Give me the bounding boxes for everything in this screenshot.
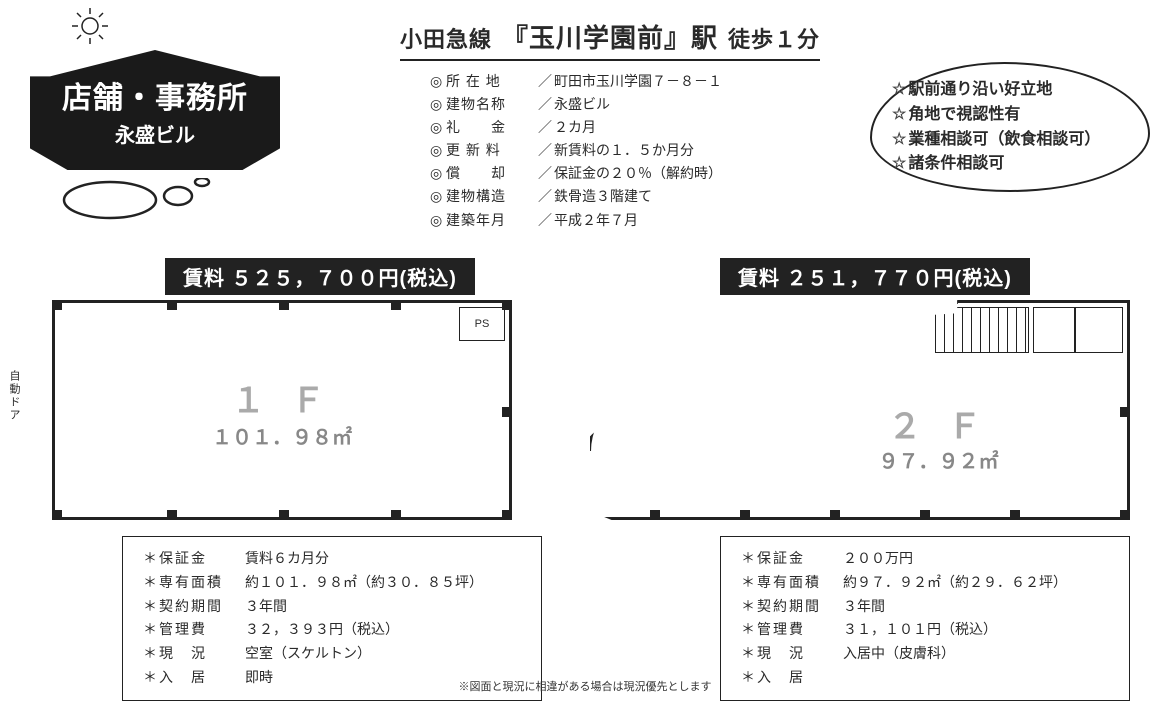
floor-label-2f: ２ Ｆ (750, 399, 1127, 448)
footnote: ※図面と現況に相違がある場合は現況優先とします (0, 678, 1170, 694)
unit-2f-panel: UP ２ Ｆ ９７．９２㎡ ＊保証金２００万円＊専有面積約９７．９２㎡（約２９．… (580, 300, 1150, 701)
detail-row: ＊契約期間３年間 (741, 595, 1113, 619)
detail-row: ＊専有面積約１０１．９８㎡（約３０．８５坪） (143, 571, 525, 595)
detail-row: ＊契約期間３年間 (143, 595, 525, 619)
highlight-item: ☆諸条件相談可 (892, 152, 1134, 177)
detail-row: ＊保証金賃料６カ月分 (143, 547, 525, 571)
detail-row: ＊専有面積約９７．９２㎡（約２９．６２坪） (741, 571, 1113, 595)
price-1f: 賃料 ５２５，７００円(税込) (165, 258, 475, 295)
train-line: 小田急線 (400, 22, 492, 54)
unit-1f-panel: PS １ Ｆ １０１．９８㎡ ＊保証金賃料６カ月分＊専有面積約１０１．９８㎡（約… (22, 300, 562, 701)
details-2f: ＊保証金２００万円＊専有面積約９７．９２㎡（約２９．６２坪）＊契約期間３年間＊管… (720, 536, 1130, 701)
spec-row: ◎礼 金／２カ月 (430, 116, 722, 139)
detail-row: ＊現 況空室（スケルトン） (143, 642, 525, 666)
floor-area-2f: ９７．９２㎡ (750, 445, 1127, 474)
sign-sub: 永盛ビル (115, 119, 195, 148)
floorplan-2f: UP ２ Ｆ ９７．９２㎡ (590, 300, 1130, 520)
stairs-icon (935, 307, 1029, 353)
property-specs: ◎所 在 地／町田市玉川学園７－８－１◎建物名称／永盛ビル◎礼 金／２カ月◎更 … (430, 70, 722, 232)
highlight-item: ☆業種相談可（飲食相談可） (892, 128, 1134, 153)
price-2f: 賃料 ２５１，７７０円(税込) (720, 258, 1030, 295)
detail-row: ＊保証金２００万円 (741, 547, 1113, 571)
sun-icon (70, 6, 110, 46)
detail-row: ＊管理費３２，３９３円（税込） (143, 618, 525, 642)
station-name: 『玉川学園前』駅 (502, 18, 718, 55)
detail-row: ＊管理費３１，１０１円（税込） (741, 618, 1113, 642)
spec-row: ◎建物構造／鉄骨造３階建て (430, 185, 722, 208)
details-1f: ＊保証金賃料６カ月分＊専有面積約１０１．９８㎡（約３０．８５坪）＊契約期間３年間… (122, 536, 542, 701)
spec-row: ◎建築年月／平成２年７月 (430, 209, 722, 232)
spec-row: ◎建物名称／永盛ビル (430, 93, 722, 116)
thought-bubbles-icon (60, 178, 220, 238)
auto-door-label: 自動ドア (6, 370, 22, 422)
spec-row: ◎所 在 地／町田市玉川学園７－８－１ (430, 70, 722, 93)
sign-board: 店舗・事務所 永盛ビル (30, 50, 280, 170)
restroom-icon (1033, 307, 1123, 353)
highlight-item: ☆角地で視認性有 (892, 103, 1134, 128)
highlight-item: ☆駅前通り沿い好立地 (892, 78, 1134, 103)
ps-box: PS (459, 307, 505, 341)
spec-row: ◎償 却／保証金の２０％（解約時） (430, 162, 722, 185)
detail-row: ＊現 況入居中（皮膚科） (741, 642, 1113, 666)
walk-time: 徒歩１分 (728, 22, 820, 54)
header-line: 小田急線 『玉川学園前』駅 徒歩１分 (400, 18, 820, 61)
floor-label-1f: １ Ｆ (55, 373, 509, 422)
highlights-callout: ☆駅前通り沿い好立地☆角地で視認性有☆業種相談可（飲食相談可）☆諸条件相談可 (870, 62, 1150, 192)
sign-main: 店舗・事務所 (62, 73, 248, 117)
spec-row: ◎更 新 料／新賃料の１．５か月分 (430, 139, 722, 162)
floor-area-1f: １０１．９８㎡ (55, 421, 509, 450)
floorplan-1f: PS １ Ｆ １０１．９８㎡ (52, 300, 512, 520)
